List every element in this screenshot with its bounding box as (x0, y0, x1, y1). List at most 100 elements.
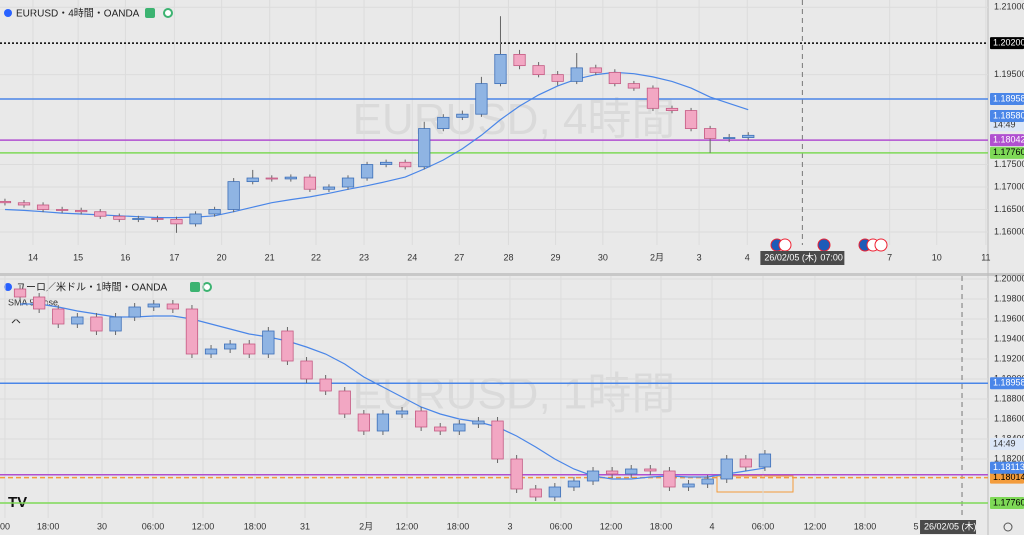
price-tag: 1.17760 (993, 497, 1024, 507)
candle-body (437, 116, 450, 129)
settings-button[interactable] (1003, 522, 1013, 532)
candle-body (13, 288, 27, 298)
y-tick-label: 1.17500 (994, 159, 1024, 169)
candle-body (262, 330, 275, 355)
x-tick-label: 5 (913, 521, 918, 531)
candle-body (742, 134, 755, 138)
event-icon[interactable] (817, 238, 831, 252)
candle-body (33, 296, 46, 310)
x-tick-label: 27 (454, 252, 464, 262)
x-tick-label: 28 (503, 252, 513, 262)
cursor-label-bg (920, 520, 977, 534)
candle-body (52, 308, 65, 325)
y-tick-label: 1.19200 (994, 353, 1024, 363)
pane-separator (0, 273, 1024, 276)
x-tick-label: 11 (981, 252, 990, 262)
x-tick-label: 3 (697, 252, 702, 262)
candle-body (166, 303, 179, 310)
y-tick-label: 1.21000 (994, 2, 1024, 12)
x-tick-label: 30 (97, 521, 107, 531)
x-tick-label: 22 (311, 252, 321, 262)
x-tick-label: 29 (551, 252, 561, 262)
x-tick-label: 06:00 (142, 521, 165, 531)
candle-body (627, 83, 641, 89)
x-tick-label: 12:00 (600, 521, 623, 531)
candle-body (758, 453, 772, 468)
x-tick-label: 31 (300, 521, 310, 531)
candle-body (646, 87, 660, 109)
cursor-time: 07:00 (820, 252, 843, 262)
candle-body (170, 218, 183, 225)
market-status[interactable] (145, 8, 155, 18)
y-tick-label: 1.17000 (994, 181, 1024, 191)
event-icon[interactable] (874, 238, 888, 252)
x-tick-label: 4 (710, 521, 715, 531)
watermark: EURUSD, 1時間 (353, 370, 676, 419)
candle-body (684, 110, 698, 129)
candle-body (185, 308, 199, 355)
candle-body (529, 488, 542, 498)
candle-body (151, 218, 164, 220)
chart-title: ユーロ／米ドル・1時間・OANDA (16, 281, 167, 294)
candle-body (56, 209, 69, 211)
candle-body (319, 378, 332, 392)
symbol-logo (4, 9, 12, 17)
pane: EURUSD, 4時間 (353, 95, 676, 144)
candle-body (551, 74, 564, 82)
candle-body (71, 316, 84, 325)
candle-body (494, 53, 507, 85)
candle-body (224, 343, 237, 350)
candle-body (94, 211, 107, 217)
candle-body (281, 330, 294, 362)
candle-body (90, 316, 103, 332)
y-tick-label: 1.19500 (994, 69, 1024, 79)
candle-body (322, 186, 336, 190)
price-tag-bg (990, 438, 1024, 450)
y-tick-label: 1.19600 (994, 313, 1024, 323)
candle-body (682, 483, 695, 488)
price-tag: 14:49 (993, 438, 1016, 448)
sma-line (4, 71, 749, 219)
cursor-label: 26/02/05 (木) (924, 520, 977, 531)
cursor-label-bg (760, 251, 845, 265)
y-tick-label: 1.18800 (994, 393, 1024, 403)
candle-body (704, 128, 717, 139)
position-box (716, 475, 794, 493)
symbol-logo (4, 283, 12, 291)
x-tick-label: 12:00 (804, 521, 827, 531)
y-tick-label: 1.16500 (994, 204, 1024, 214)
candle-body (723, 137, 736, 139)
candle-body (147, 303, 160, 308)
candle-body (75, 209, 88, 213)
candle-body (109, 316, 122, 332)
pane: EURUSD, 1時間 (353, 370, 676, 419)
cursor-label: 26/02/05 (木) (764, 251, 817, 262)
x-tick-label: 16 (120, 252, 130, 262)
candle-body (739, 458, 752, 468)
candle-body (17, 202, 31, 206)
candle-body (608, 71, 621, 85)
x-tick-label: 30 (598, 252, 608, 262)
x-tick-label: 4 (745, 252, 750, 262)
candle-body (665, 107, 679, 111)
x-tick-label: 14 (28, 252, 38, 262)
candle-body (701, 478, 714, 485)
x-tick-label: 10 (932, 252, 942, 262)
candle-body (360, 164, 374, 179)
price-tag-bg (990, 119, 1024, 132)
event-icons (770, 238, 888, 252)
x-tick-label: 23 (359, 252, 369, 262)
event-icon[interactable] (778, 238, 792, 252)
candle-body (586, 470, 600, 482)
candle-body (415, 410, 428, 428)
candle-body (567, 480, 581, 488)
candle-body (338, 390, 351, 415)
candle-body (663, 470, 676, 488)
market-status[interactable] (190, 282, 200, 292)
candle-body (510, 458, 523, 490)
x-tick-label: 2月 (359, 521, 373, 531)
y-tick-label: 1.20000 (994, 273, 1024, 283)
price-tag: 1.18958 (993, 93, 1024, 103)
x-tick-label: 12:00 (192, 521, 215, 531)
candle-body (208, 209, 221, 215)
